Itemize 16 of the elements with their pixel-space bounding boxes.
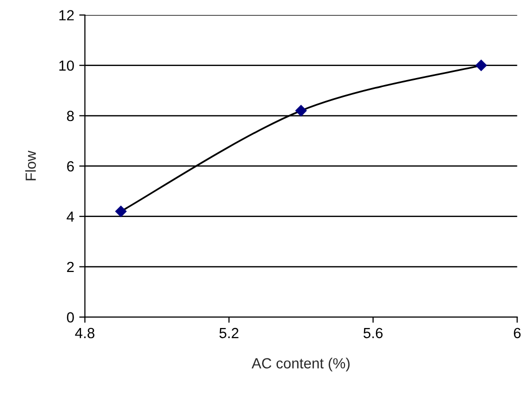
y-tick-label: 8: [66, 110, 74, 122]
y-tick-label: 2: [67, 262, 74, 272]
y-axis-title: Flow: [25, 150, 36, 180]
x-tick-label: 6: [514, 328, 521, 338]
y-tick-label: 0: [66, 312, 74, 323]
point: [295, 104, 307, 117]
y-tick-label: 6: [67, 161, 74, 172]
x-tick-label: 5.2: [219, 328, 238, 338]
y-tick-label: 4: [66, 212, 74, 222]
point: [115, 205, 127, 218]
y-tick-label: 10: [59, 60, 74, 71]
x-tick-label: 5.6: [364, 328, 383, 338]
x-axis-title: AC content (%): [252, 358, 350, 372]
y-tick-label: 12: [59, 10, 74, 20]
point: [475, 59, 488, 72]
x-tick-label: 4.8: [75, 328, 94, 338]
